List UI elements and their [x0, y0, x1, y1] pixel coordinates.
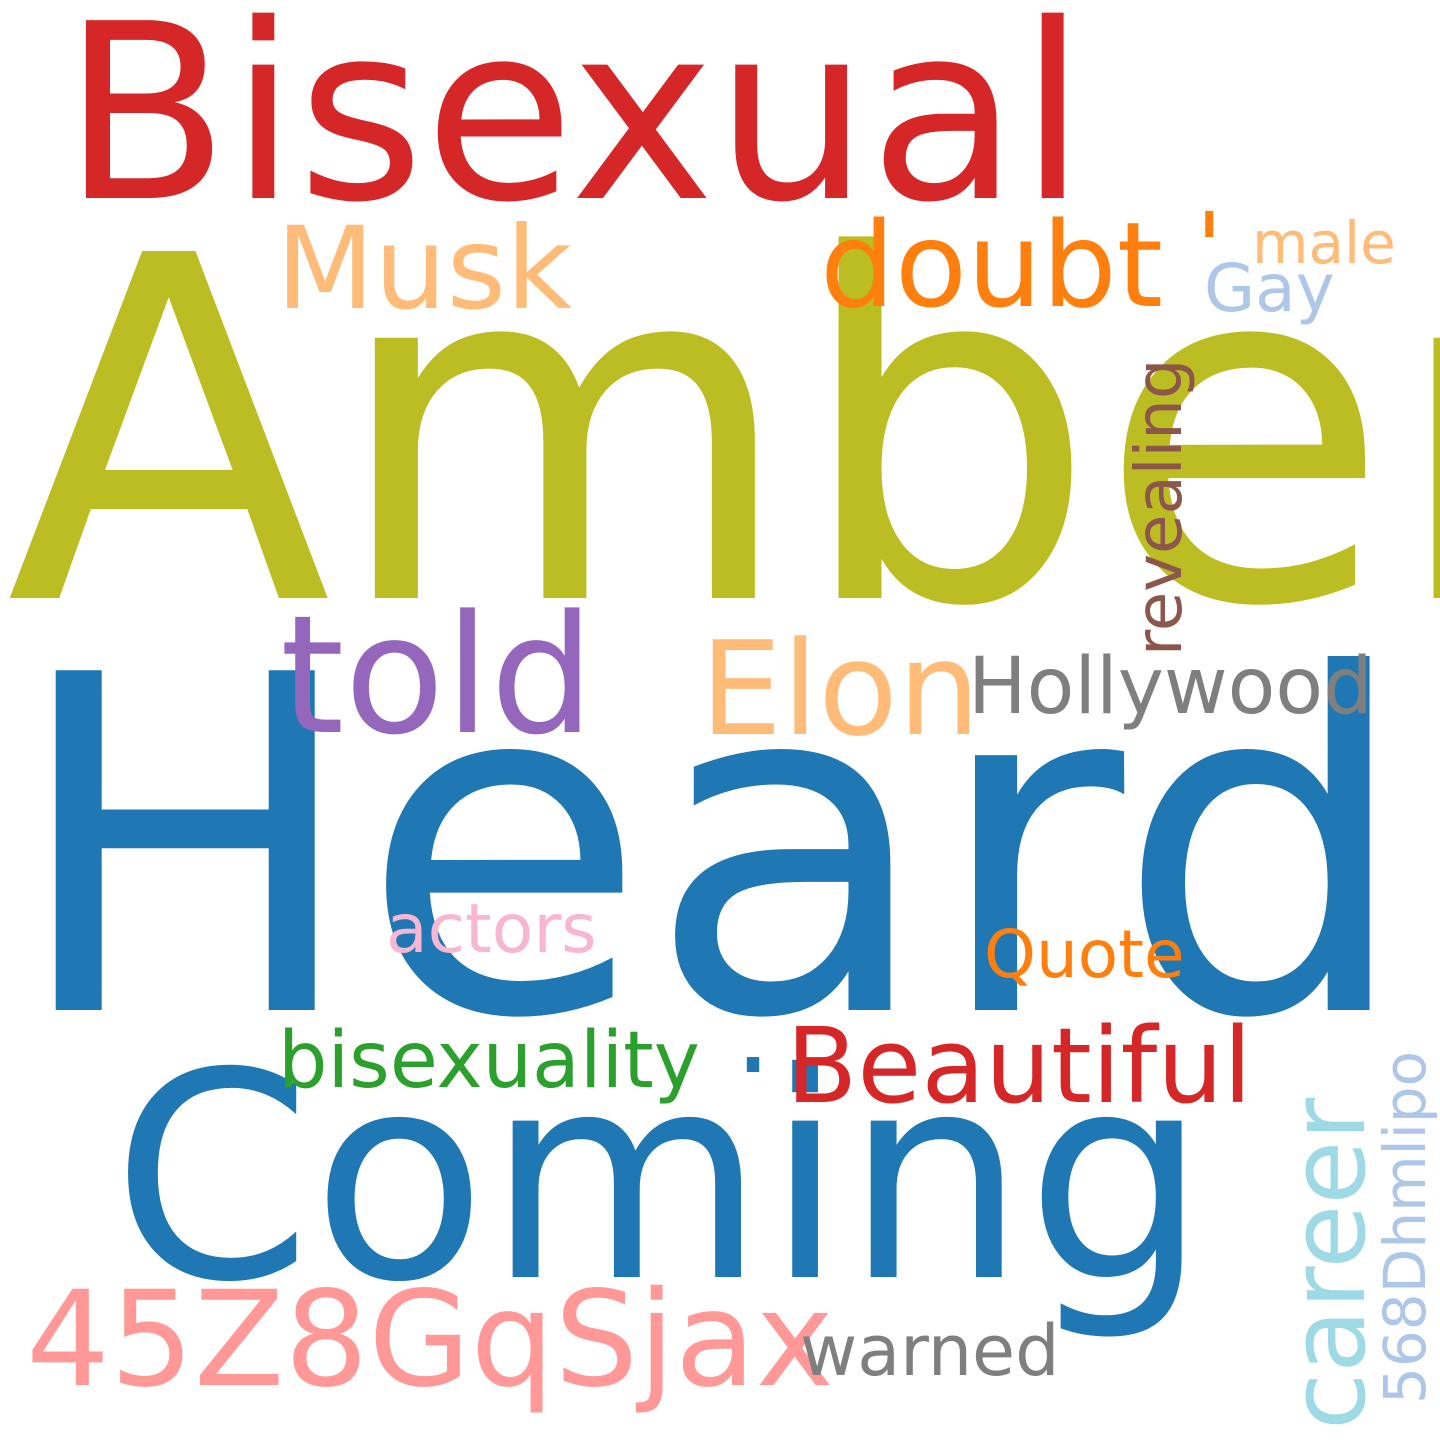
word-code1: 45Z8GqSjax	[26, 1263, 834, 1417]
word-code2: 568Dhmlipo	[1371, 1050, 1439, 1404]
word-elon: Elon	[700, 613, 981, 765]
word-hollywood: Hollywood	[968, 642, 1373, 732]
word-coming: Coming	[112, 1013, 1208, 1345]
word-actors: actors	[386, 890, 597, 969]
word-gay: Gay	[1204, 250, 1335, 327]
word-quote: Quote	[984, 916, 1185, 993]
word-revealing: revealing	[1123, 358, 1197, 657]
word-bisexual: Bisexual	[62, 0, 1087, 256]
word-male: male	[1252, 209, 1396, 277]
word-beautiful: Beautiful	[786, 1005, 1253, 1127]
word-told: told	[280, 580, 595, 771]
word-bisexuality: bisexuality	[278, 1016, 700, 1106]
word-doubt: doubt	[820, 196, 1164, 334]
word-career: career	[1267, 1097, 1389, 1430]
word-heard: Heard	[10, 577, 1412, 1120]
word-apostrophe: '	[1196, 192, 1223, 304]
word-musk: Musk	[276, 202, 573, 335]
word-warned: warned	[800, 1310, 1060, 1392]
word-dot: .	[734, 962, 773, 1101]
word-amber: Amber	[6, 157, 1440, 711]
